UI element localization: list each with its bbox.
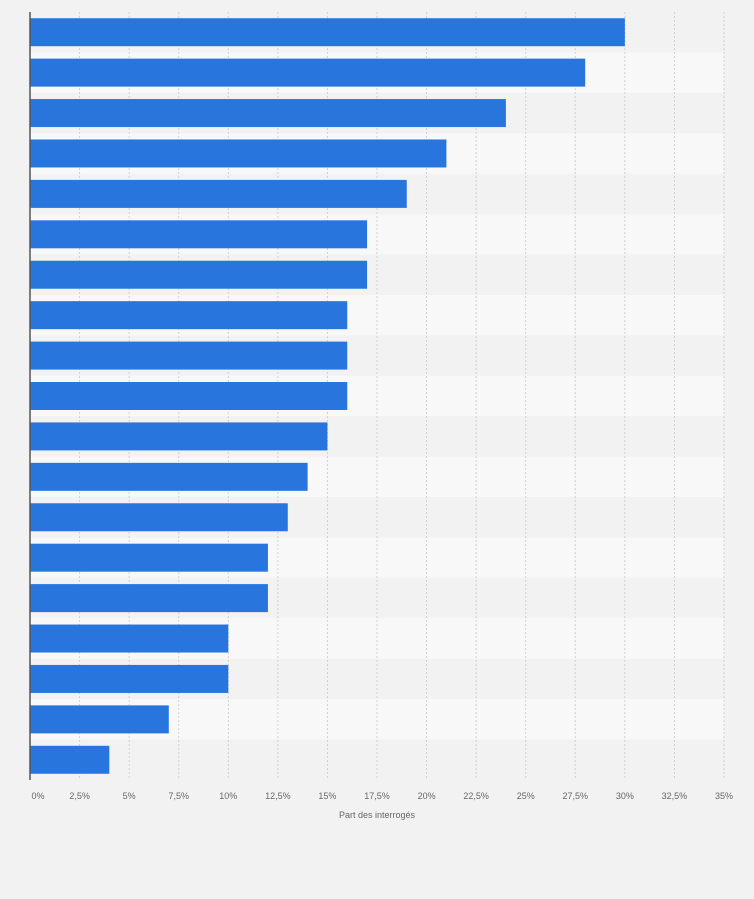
x-tick-label: 27,5% <box>563 791 589 801</box>
x-tick-label: 10% <box>219 791 237 801</box>
x-tick-label: 2,5% <box>69 791 90 801</box>
bar[interactable] <box>30 543 268 572</box>
bar[interactable] <box>30 745 110 774</box>
x-tick-labels: 0% 2,5% 5% 7,5% 10% 12,5% 15% 17,5% 20% 22,5% 25% 2… <box>31 791 733 801</box>
bar[interactable] <box>30 99 506 128</box>
bar[interactable] <box>30 18 625 47</box>
x-tick-label: 20% <box>418 791 436 801</box>
bar[interactable] <box>30 584 268 613</box>
bar[interactable] <box>30 503 288 532</box>
x-tick-label: 25% <box>517 791 535 801</box>
x-tick-label: 22,5% <box>463 791 489 801</box>
bar[interactable] <box>30 624 229 653</box>
x-tick-label: 12,5% <box>265 791 291 801</box>
x-tick-label: 35% <box>715 791 733 801</box>
bar[interactable] <box>30 139 447 168</box>
bar[interactable] <box>30 462 308 491</box>
x-tick-label: 5% <box>123 791 136 801</box>
bar[interactable] <box>30 664 229 693</box>
bar[interactable] <box>30 705 169 734</box>
bar[interactable] <box>30 58 586 87</box>
bar[interactable] <box>30 382 348 410</box>
x-tick-label: 30% <box>616 791 634 801</box>
x-axis-label: Part des interrogés <box>339 810 416 820</box>
bar[interactable] <box>30 220 368 249</box>
bar[interactable] <box>30 179 407 208</box>
x-tick-label: 15% <box>318 791 336 801</box>
bar[interactable] <box>30 301 348 330</box>
x-tick-label: 0% <box>31 791 44 801</box>
x-tick-label: 32,5% <box>662 791 688 801</box>
bar[interactable] <box>30 260 368 289</box>
bar[interactable] <box>30 341 348 370</box>
bars <box>30 18 625 774</box>
x-tick-label: 17,5% <box>364 791 390 801</box>
x-tick-label: 7,5% <box>168 791 189 801</box>
bar[interactable] <box>30 422 328 451</box>
